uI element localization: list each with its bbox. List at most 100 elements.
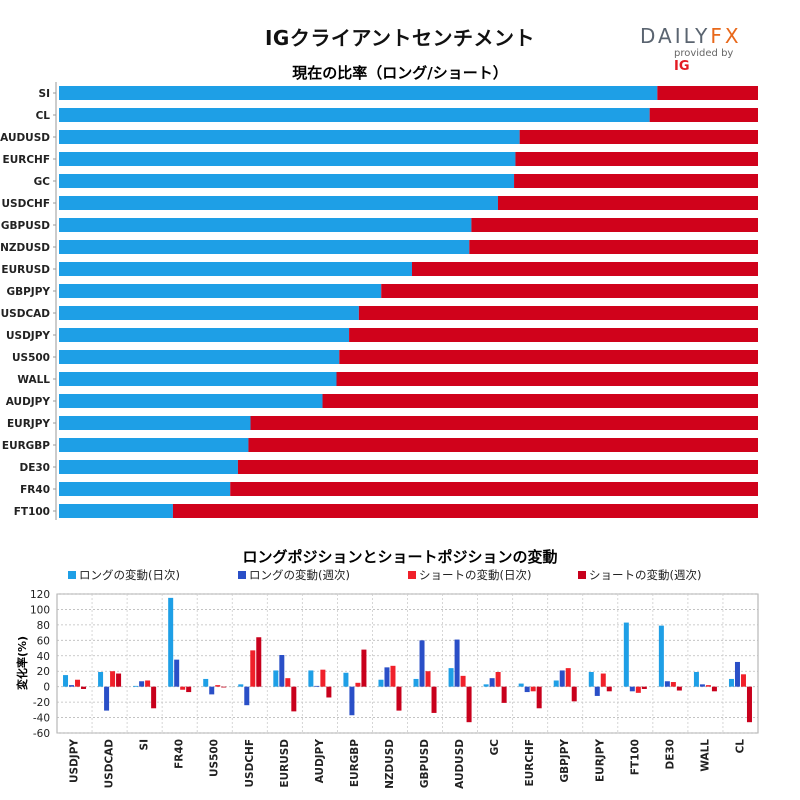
bar-nzdusd-series-1 — [378, 679, 384, 687]
y-tick-label: -20 — [33, 697, 50, 709]
ratio-label-nzdusd: NZDUSD — [0, 242, 50, 254]
bar-usdjpy-series-1 — [63, 675, 69, 687]
bar-eurusd-series-2 — [279, 655, 285, 687]
ratio-label-cl: CL — [36, 110, 51, 122]
y-tick-label: 20 — [37, 666, 50, 678]
bar-si-series-2 — [139, 681, 145, 687]
y-tick-label: 60 — [37, 635, 50, 647]
bar-us500-series-1 — [203, 678, 209, 687]
logo-fx: FX — [710, 24, 742, 48]
ratio-long-bar-usdjpy — [59, 328, 350, 342]
ratio-short-bar-wall — [336, 372, 758, 386]
ratio-short-bar-si — [657, 86, 758, 100]
bar-nzdusd-series-4 — [396, 686, 402, 711]
ratio-short-bar-gbpjpy — [381, 284, 758, 298]
bar-us500-series-2 — [209, 686, 215, 695]
bar-usdcad-series-2 — [104, 686, 110, 711]
ratio-short-bar-nzdusd — [469, 240, 758, 254]
x-label-wall: WALL — [699, 739, 711, 772]
x-label-usdchf: USDCHF — [244, 739, 256, 787]
ratio-long-bar-cl — [59, 108, 650, 122]
bar-gbpusd-series-3 — [425, 671, 431, 687]
bar-gbpusd-series-4 — [431, 686, 437, 713]
ratio-long-bar-wall — [59, 372, 337, 386]
ratio-long-bar-eurusd — [59, 262, 412, 276]
y-axis-label: 変化率(%) — [15, 636, 29, 690]
bar-cl-series-1 — [728, 678, 734, 687]
bar-audjpy-series-1 — [308, 670, 314, 687]
y-tick-label: 0 — [43, 682, 50, 694]
x-label-gbpusd: GBPUSD — [419, 739, 431, 788]
ratio-label-usdjpy: USDJPY — [6, 330, 50, 342]
ratio-label-usdchf: USDCHF — [2, 198, 50, 210]
bar-ft100-series-2 — [629, 686, 635, 692]
x-label-usdcad: USDCAD — [104, 739, 116, 789]
bar-wall-series-2 — [699, 684, 705, 687]
bar-audusd-series-4 — [466, 686, 472, 723]
ratio-label-audjpy: AUDJPY — [6, 396, 51, 408]
bar-wall-series-1 — [693, 671, 699, 687]
legend-label-1: ロングの変動(日次) — [79, 568, 180, 582]
bar-eurchf-series-2 — [524, 686, 530, 693]
ratio-label-si: SI — [39, 88, 50, 100]
ratio-short-bar-cl — [649, 108, 758, 122]
bar-ft100-series-3 — [635, 686, 641, 693]
legend-swatch-4 — [578, 571, 586, 579]
x-label-nzdusd: NZDUSD — [384, 739, 396, 789]
ratio-long-bar-audusd — [59, 130, 520, 144]
ratio-short-bar-fr40 — [230, 482, 758, 496]
ratio-chart-title: 現在の比率（ロング/ショート） — [292, 64, 507, 82]
ratio-label-usdcad: USDCAD — [1, 308, 51, 320]
bar-cl-series-4 — [746, 686, 752, 723]
ratio-label-eurgbp: EURGBP — [2, 440, 50, 452]
y-tick-label: -60 — [33, 728, 50, 740]
ratio-short-bar-audusd — [519, 130, 758, 144]
x-label-us500: US500 — [209, 739, 221, 777]
bar-usdjpy-series-4 — [81, 686, 87, 689]
bar-de30-series-2 — [664, 681, 670, 687]
ratio-label-us500: US500 — [12, 352, 50, 364]
x-label-eurusd: EURUSD — [279, 739, 291, 788]
bar-eurchf-series-4 — [536, 686, 542, 709]
ratio-label-gc: GC — [34, 176, 51, 188]
bar-cl-series-2 — [734, 661, 740, 687]
x-label-gc: GC — [489, 739, 501, 756]
ratio-long-bar-eurjpy — [59, 416, 251, 430]
ratio-label-de30: DE30 — [19, 462, 50, 474]
ratio-short-bar-eurusd — [411, 262, 758, 276]
bar-usdjpy-series-3 — [75, 679, 81, 687]
ratio-label-eurusd: EURUSD — [1, 264, 50, 276]
legend-swatch-1 — [68, 571, 76, 579]
bar-eurchf-series-3 — [530, 686, 536, 692]
ratio-long-bar-usdchf — [59, 196, 498, 210]
logo-ig: IG — [674, 59, 690, 74]
logo-provided-by: provided by — [674, 48, 734, 59]
ratio-long-bar-eurgbp — [59, 438, 249, 452]
ratio-long-bar-nzdusd — [59, 240, 470, 254]
y-tick-label: 120 — [30, 589, 50, 601]
bar-gc-series-4 — [501, 686, 507, 703]
bar-eurjpy-series-3 — [600, 673, 606, 687]
x-label-si: SI — [139, 739, 151, 750]
legend-label-3: ショートの変動(日次) — [419, 568, 531, 582]
bar-fr40-series-4 — [186, 686, 192, 693]
bar-eurgbp-series-1 — [343, 672, 349, 687]
bar-us500-series-4 — [221, 686, 227, 688]
ratio-long-bar-us500 — [59, 350, 340, 364]
bar-de30-series-1 — [658, 625, 664, 687]
bar-usdjpy-series-2 — [69, 685, 75, 687]
bar-ft100-series-4 — [641, 686, 647, 689]
bar-usdchf-series-1 — [238, 684, 244, 687]
ratio-label-gbpusd: GBPUSD — [1, 220, 50, 232]
bar-audusd-series-3 — [460, 675, 466, 687]
ratio-long-bar-si — [59, 86, 658, 100]
x-label-fr40: FR40 — [174, 739, 186, 769]
legend-label-2: ロングの変動(週次) — [249, 568, 350, 582]
x-label-de30: DE30 — [664, 739, 676, 770]
x-label-usdjpy: USDJPY — [69, 739, 81, 783]
bar-gc-series-3 — [495, 671, 501, 687]
ratio-short-bar-ft100 — [172, 504, 758, 518]
ratio-long-bar-de30 — [59, 460, 238, 474]
bar-gbpjpy-series-1 — [553, 680, 559, 687]
